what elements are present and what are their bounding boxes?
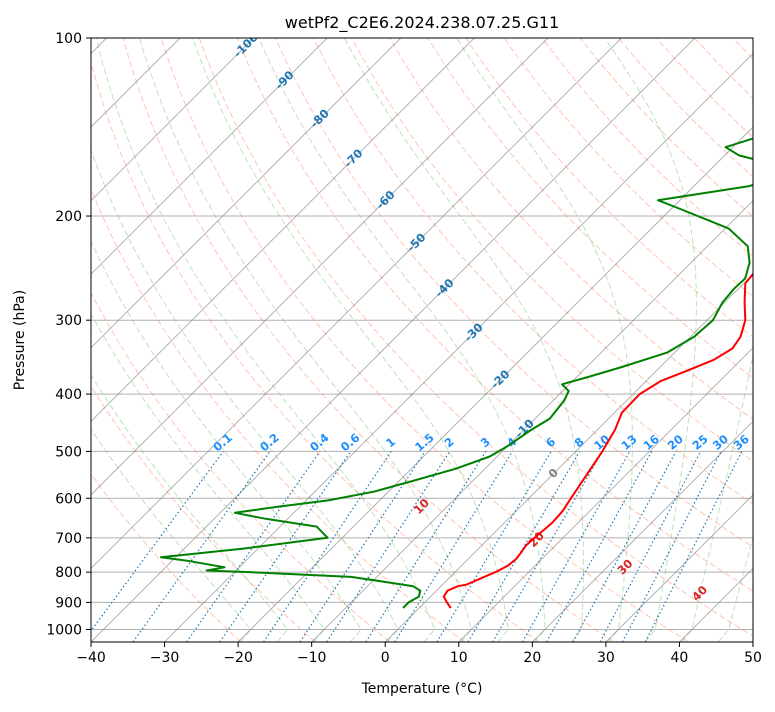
y-tick-label: 200 <box>55 209 82 225</box>
x-tick-label: 20 <box>523 650 541 666</box>
y-axis-label: Pressure (hPa) <box>12 290 28 390</box>
y-tick-label: 800 <box>55 565 82 581</box>
chart-title: wetPf2_C2E6.2024.238.07.25.G11 <box>285 13 559 33</box>
y-tick-label: 900 <box>55 595 82 611</box>
y-tick-label: 1000 <box>46 622 82 638</box>
x-tick-label: −10 <box>297 650 327 666</box>
y-tick-label: 600 <box>55 491 82 507</box>
x-tick-label: −20 <box>223 650 253 666</box>
y-tick-label: 700 <box>55 531 82 547</box>
y-tick-label: 300 <box>55 313 82 329</box>
x-tick-label: −30 <box>150 650 180 666</box>
y-tick-label: 400 <box>55 387 82 403</box>
x-tick-label: 0 <box>381 650 390 666</box>
y-tick-label: 100 <box>55 31 82 47</box>
x-tick-label: −40 <box>76 650 106 666</box>
x-tick-label: 50 <box>744 650 762 666</box>
x-tick-label: 30 <box>597 650 615 666</box>
y-tick-label: 500 <box>55 444 82 460</box>
x-tick-label: 40 <box>671 650 689 666</box>
x-tick-label: 10 <box>450 650 468 666</box>
x-axis-label: Temperature (°C) <box>361 681 483 697</box>
